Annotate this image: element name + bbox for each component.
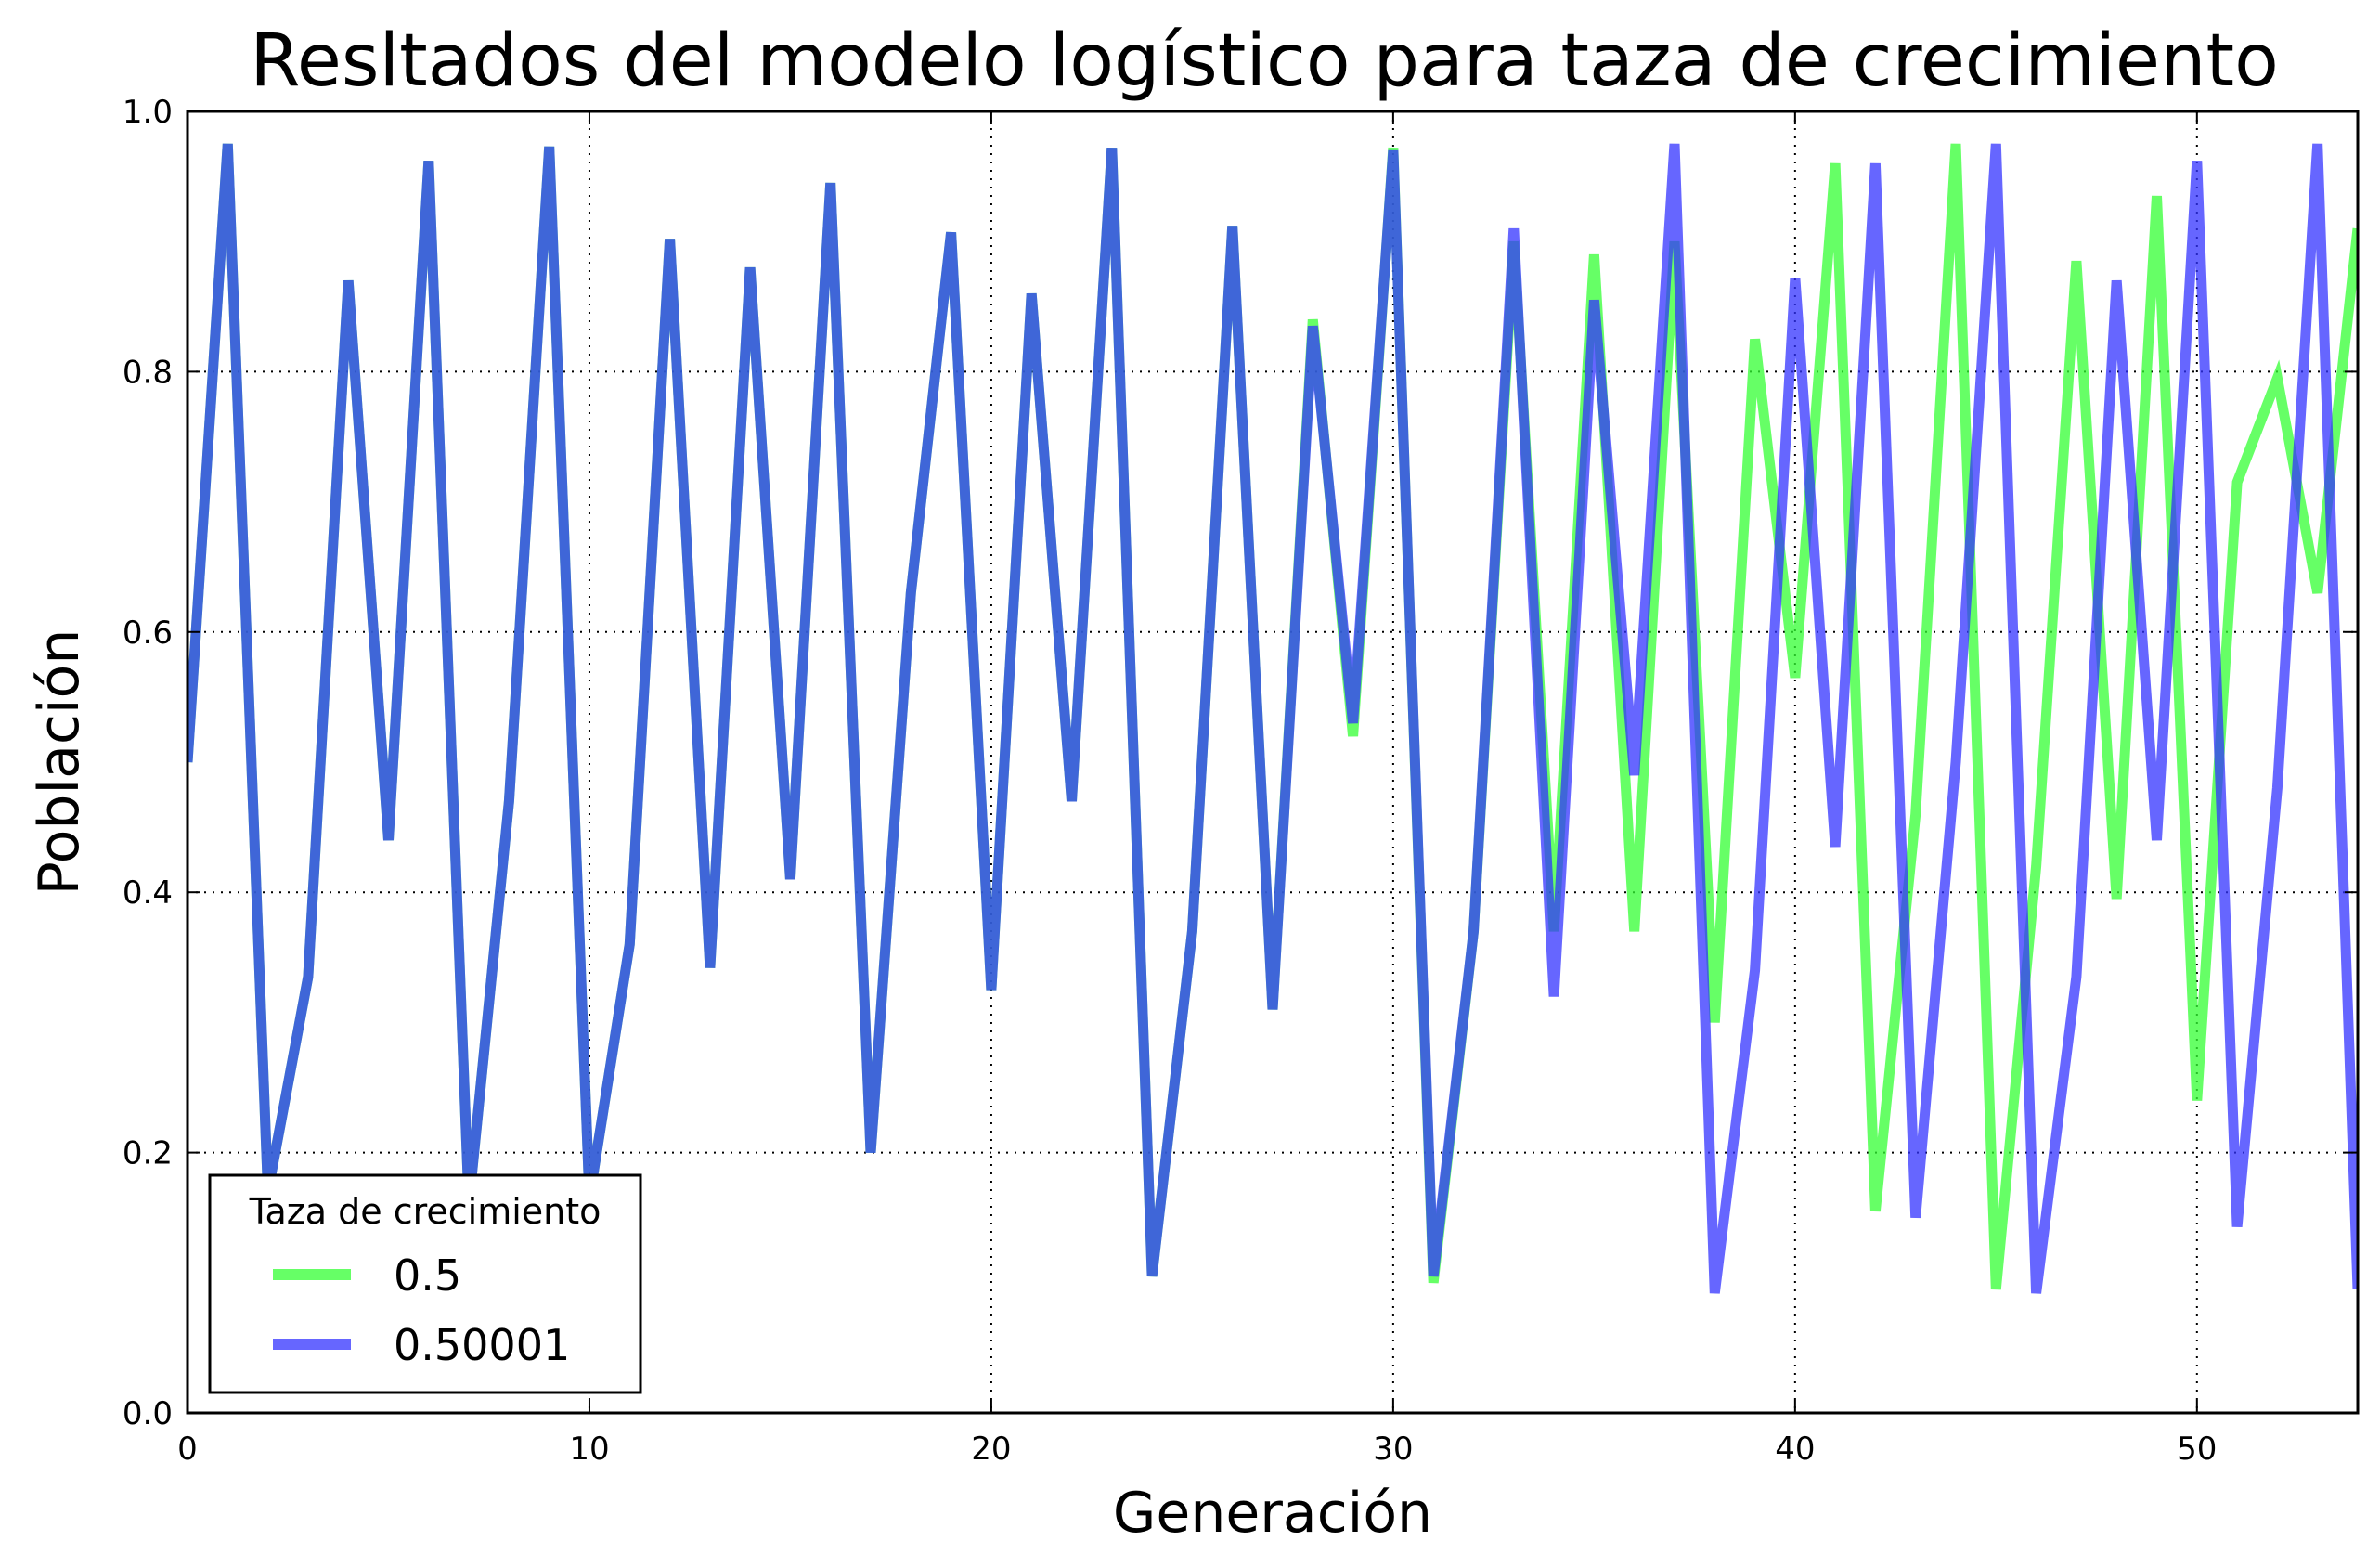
legend-label-0-50001: 0.50001 <box>394 1320 570 1370</box>
y-tick-label-3: 0.6 <box>123 615 173 652</box>
legend-title: Taza de crecimiento <box>249 1191 601 1232</box>
x-tick-label-0: 0 <box>177 1431 198 1468</box>
plot-frame <box>186 110 2360 1415</box>
series-layer <box>188 143 2358 1294</box>
x-axis-label: Generación <box>1113 1481 1432 1546</box>
x-tick-label-1: 10 <box>569 1431 609 1468</box>
legend-label-0-5: 0.5 <box>394 1250 461 1301</box>
y-tick-label-0: 0.0 <box>123 1395 173 1432</box>
y-axis-label: Población <box>27 629 92 896</box>
series-line-0-50001 <box>188 143 2358 1294</box>
legend-box <box>208 1173 642 1394</box>
y-tick-label-1: 0.2 <box>123 1135 173 1172</box>
x-tick-label-4: 40 <box>1775 1431 1815 1468</box>
y-tick-label-2: 0.4 <box>123 874 173 912</box>
y-tick-label-4: 0.8 <box>123 354 173 391</box>
x-tick-label-5: 50 <box>2177 1431 2217 1468</box>
legend: Taza de crecimiento 0.5 0.50001 <box>208 1173 642 1394</box>
x-tick-label-3: 30 <box>1373 1431 1413 1468</box>
x-tick-label-2: 20 <box>971 1431 1011 1468</box>
ticks: 0 10 20 30 40 50 0.0 0.2 0.4 0.6 0.8 1.0 <box>123 94 2358 1468</box>
chart-title: Resltados del modelo logístico para taza… <box>250 19 2279 103</box>
y-tick-label-5: 1.0 <box>123 94 173 131</box>
